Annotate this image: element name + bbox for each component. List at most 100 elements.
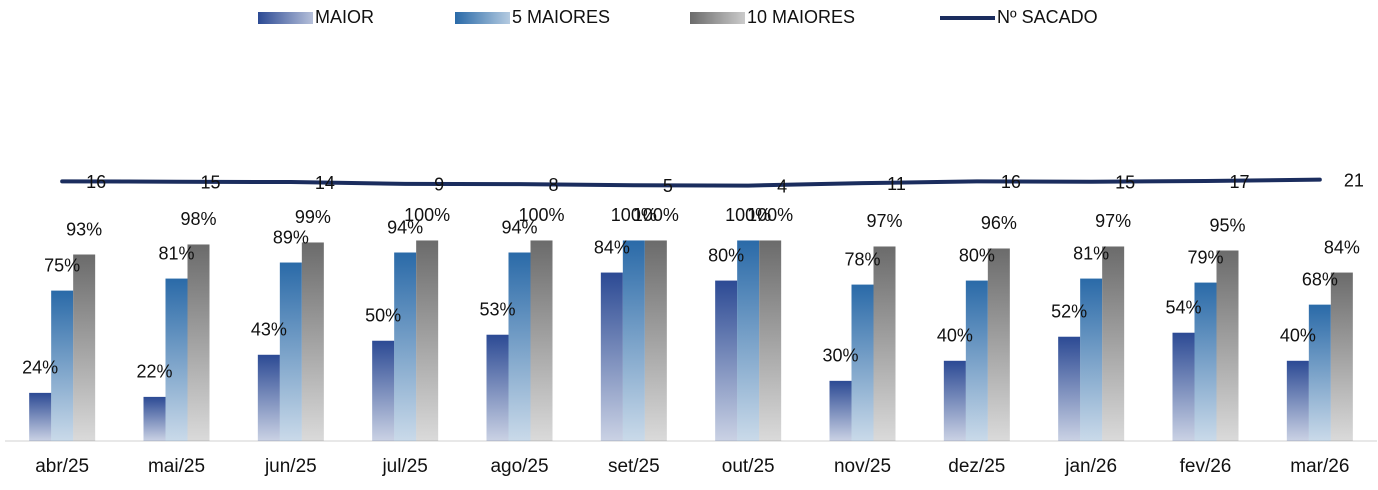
data-label: 81% <box>1073 243 1109 263</box>
data-label: 84% <box>594 237 630 257</box>
legend-label: 5 MAIORES <box>512 7 610 27</box>
data-label: 53% <box>479 299 515 319</box>
bar <box>416 240 439 441</box>
bar <box>394 252 417 441</box>
bar <box>279 262 302 441</box>
x-tick-label: mar/26 <box>1290 456 1349 477</box>
bar <box>987 248 1010 441</box>
x-tick-label: mai/25 <box>148 456 205 477</box>
bar <box>622 240 645 441</box>
data-label: 16 <box>1001 172 1021 192</box>
data-label: 50% <box>365 305 401 325</box>
data-label: 97% <box>866 211 902 231</box>
bar <box>759 240 782 441</box>
data-label: 100% <box>611 205 657 225</box>
x-tick-label: dez/25 <box>948 456 1005 477</box>
bar <box>372 340 395 441</box>
x-tick-label: out/25 <box>722 456 775 477</box>
data-label: 16 <box>86 172 106 192</box>
bar <box>73 254 96 441</box>
bar <box>187 244 210 441</box>
data-label: 100% <box>518 205 564 225</box>
line <box>60 177 1322 188</box>
data-label: 5 <box>663 176 673 196</box>
data-label: 96% <box>981 213 1017 233</box>
data-label: 94% <box>387 217 423 237</box>
data-label: 11 <box>887 174 906 194</box>
data-label: 94% <box>501 217 537 237</box>
bar <box>1080 278 1103 441</box>
bar <box>51 290 74 441</box>
bar <box>530 240 553 441</box>
bar <box>737 240 760 441</box>
x-tick-label: jan/26 <box>1064 456 1117 477</box>
bar <box>1058 336 1081 441</box>
data-label: 40% <box>937 326 973 346</box>
bar <box>486 334 509 441</box>
bar <box>1286 360 1309 441</box>
bar <box>1330 272 1353 441</box>
data-label: 98% <box>180 209 216 229</box>
data-label: 100% <box>747 205 793 225</box>
data-label: 100% <box>404 205 450 225</box>
data-label: 100% <box>725 205 771 225</box>
bar <box>508 252 531 441</box>
bar <box>829 380 852 441</box>
bar <box>600 272 623 441</box>
data-label: 78% <box>844 249 880 269</box>
legend-swatch <box>690 12 745 24</box>
data-label: 43% <box>251 320 287 340</box>
legend-label: 10 MAIORES <box>747 7 855 27</box>
bar <box>301 242 324 441</box>
bar <box>1216 250 1239 441</box>
data-label: 22% <box>136 362 172 382</box>
bar <box>165 278 188 441</box>
bar <box>965 280 988 441</box>
data-label: 80% <box>708 245 744 265</box>
x-tick-label: jul/25 <box>381 456 427 477</box>
bar <box>257 354 280 441</box>
data-label: 15 <box>200 172 220 192</box>
legend-swatch <box>455 12 510 24</box>
data-label: 14 <box>315 173 335 193</box>
bar <box>715 280 738 441</box>
data-label: 68% <box>1302 269 1338 289</box>
data-label: 79% <box>1187 247 1223 267</box>
bar <box>1172 332 1195 441</box>
data-label: 15 <box>1115 172 1135 192</box>
legend-swatch <box>258 12 313 24</box>
bar <box>1194 282 1217 441</box>
bar <box>873 246 896 441</box>
data-label: 21 <box>1344 170 1364 190</box>
bar <box>851 284 874 441</box>
x-tick-label: jun/25 <box>264 456 317 477</box>
data-label: 100% <box>633 205 679 225</box>
x-tick-label: abr/25 <box>35 456 89 477</box>
x-tick-label: fev/26 <box>1180 456 1232 477</box>
data-label: 99% <box>295 207 331 227</box>
data-label: 54% <box>1165 297 1201 317</box>
bar <box>1308 304 1331 441</box>
data-label: 4 <box>777 176 787 196</box>
data-label: 40% <box>1280 326 1316 346</box>
data-label: 24% <box>22 358 58 378</box>
data-label: 84% <box>1324 237 1360 257</box>
bar <box>644 240 667 441</box>
data-label: 97% <box>1095 211 1131 231</box>
data-label: 9 <box>434 175 444 195</box>
bar <box>943 360 966 441</box>
data-label: 75% <box>44 255 80 275</box>
data-label: 8 <box>548 175 558 195</box>
bar <box>143 396 166 441</box>
x-tick-label: nov/25 <box>834 456 891 477</box>
data-label: 52% <box>1051 301 1087 321</box>
data-label: 81% <box>158 243 194 263</box>
data-label: 30% <box>822 346 858 366</box>
legend-label: Nº SACADO <box>997 7 1098 27</box>
bar <box>29 392 52 441</box>
data-label: 17 <box>1229 172 1249 192</box>
x-tick-label: set/25 <box>608 456 660 477</box>
data-label: 93% <box>66 219 102 239</box>
data-label: 89% <box>273 227 309 247</box>
